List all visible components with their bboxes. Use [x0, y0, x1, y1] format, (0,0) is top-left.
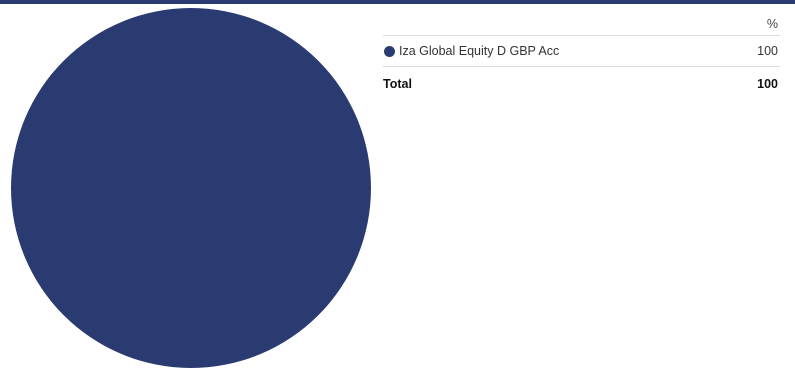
legend-dot-icon [384, 45, 395, 57]
pie-slice-iza-global-equity-d-gbp-acc [11, 8, 371, 368]
unit-header: % [766, 17, 778, 31]
table-total-row: Total 100 [383, 67, 780, 101]
top-accent-bar [0, 0, 795, 4]
table-row: Iza Global Equity D GBP Acc 100 [383, 36, 780, 67]
total-value: 100 [757, 77, 778, 91]
pie-chart [11, 8, 371, 368]
fund-name: Iza Global Equity D GBP Acc [399, 44, 560, 58]
total-label: Total [383, 77, 412, 91]
table-header-row: % [383, 13, 780, 36]
allocation-table: % Iza Global Equity D GBP Acc 100 Total … [383, 13, 780, 101]
row-label-wrap: Iza Global Equity D GBP Acc [383, 44, 559, 58]
fund-percent: 100 [757, 44, 778, 58]
